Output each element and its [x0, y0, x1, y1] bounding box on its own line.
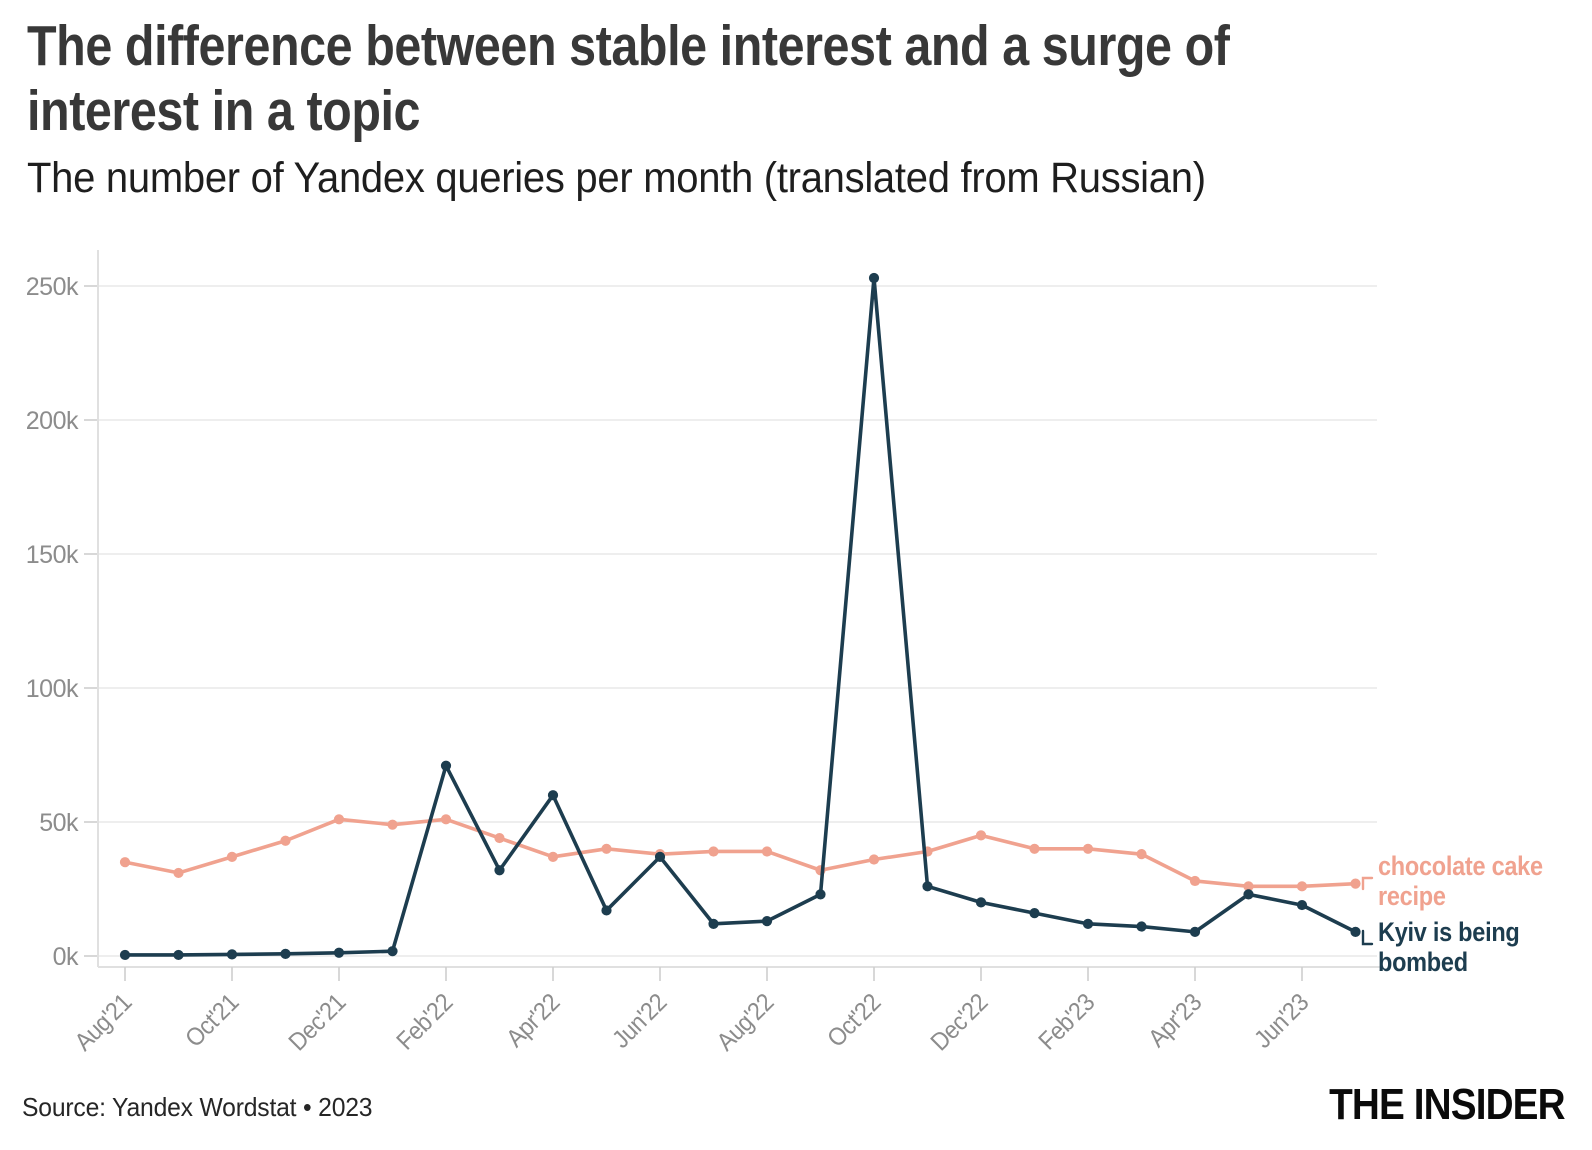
x-axis-label: Dec'21	[283, 988, 351, 1056]
y-axis-label: 0k	[53, 943, 79, 971]
y-axis-label: 150k	[26, 541, 79, 569]
page-title-line-1: The difference between stable interest a…	[27, 14, 1230, 78]
page-title: The difference between stable interest a…	[27, 14, 1230, 144]
data-point-kyiv-is-being-bombed	[1243, 889, 1254, 900]
legend-cake-line-1: chocolate cake	[1378, 851, 1543, 881]
data-point-chocolate-cake-recipe	[1189, 875, 1201, 887]
x-axis-label: Dec'22	[925, 988, 993, 1056]
data-point-kyiv-is-being-bombed	[1136, 921, 1147, 932]
data-point-chocolate-cake-recipe	[1029, 843, 1040, 854]
data-point-kyiv-is-being-bombed	[280, 948, 291, 959]
legend-kyiv-line-1: Kyiv is being	[1378, 917, 1520, 947]
x-axis-label: Aug'22	[711, 988, 779, 1056]
data-point-kyiv-is-being-bombed	[654, 851, 666, 862]
x-axis-label: Oct'21	[180, 988, 244, 1052]
y-axis-label: 50k	[39, 809, 79, 837]
data-point-kyiv-is-being-bombed	[173, 949, 184, 961]
data-point-kyiv-is-being-bombed	[868, 272, 880, 284]
legend-cake-line-2: recipe	[1378, 881, 1446, 911]
y-axis-label: 200k	[26, 407, 79, 435]
data-point-chocolate-cake-recipe	[494, 832, 505, 844]
data-point-chocolate-cake-recipe	[601, 843, 612, 854]
data-point-chocolate-cake-recipe	[280, 835, 291, 846]
data-point-kyiv-is-being-bombed	[387, 946, 398, 957]
legend-connector-cake	[1361, 876, 1374, 891]
data-point-kyiv-is-being-bombed	[975, 897, 987, 908]
page-subtitle: The number of Yandex queries per month (…	[27, 154, 1206, 202]
data-point-kyiv-is-being-bombed	[708, 918, 719, 929]
data-point-chocolate-cake-recipe	[708, 846, 719, 857]
data-point-chocolate-cake-recipe	[173, 867, 184, 879]
data-point-chocolate-cake-recipe	[1243, 881, 1254, 892]
data-point-kyiv-is-being-bombed	[494, 865, 505, 876]
x-axis-label: Oct'22	[822, 988, 886, 1052]
page-title-line-2: interest in a topic	[27, 79, 421, 143]
series-line-chocolate-cake-recipe	[123, 817, 1358, 889]
x-axis-label: Feb'22	[391, 988, 458, 1055]
data-point-kyiv-is-being-bombed	[440, 760, 452, 771]
data-point-chocolate-cake-recipe	[1136, 849, 1147, 860]
data-point-kyiv-is-being-bombed	[1082, 918, 1094, 929]
y-axis-label: 100k	[26, 675, 79, 703]
data-point-kyiv-is-being-bombed	[1189, 926, 1201, 937]
data-point-kyiv-is-being-bombed	[119, 949, 131, 961]
data-point-chocolate-cake-recipe	[1296, 881, 1308, 892]
data-point-chocolate-cake-recipe	[1350, 878, 1361, 889]
data-point-kyiv-is-being-bombed	[1350, 926, 1361, 937]
data-point-kyiv-is-being-bombed	[333, 947, 345, 958]
data-point-chocolate-cake-recipe	[333, 814, 345, 825]
legend-label-cake: chocolate cake recipe	[1378, 851, 1543, 911]
data-point-kyiv-is-being-bombed	[226, 949, 238, 960]
data-point-kyiv-is-being-bombed	[761, 916, 773, 927]
data-point-chocolate-cake-recipe	[440, 814, 452, 825]
data-point-chocolate-cake-recipe	[975, 830, 987, 841]
x-axis-label: Jun'23	[1249, 988, 1314, 1053]
x-axis-label: Jun'22	[607, 988, 672, 1053]
data-point-kyiv-is-being-bombed	[1296, 899, 1308, 911]
source-note: Source: Yandex Wordstat • 2023	[22, 1092, 373, 1122]
legend-label-kyiv: Kyiv is being bombed	[1378, 917, 1520, 977]
x-axis-label: Apr'22	[501, 988, 565, 1052]
legend-kyiv-line-2: bombed	[1378, 947, 1468, 977]
data-point-chocolate-cake-recipe	[1082, 843, 1094, 854]
data-point-chocolate-cake-recipe	[761, 846, 773, 857]
data-point-chocolate-cake-recipe	[387, 819, 398, 830]
data-point-chocolate-cake-recipe	[119, 857, 131, 868]
legend-connector-kyiv	[1361, 929, 1374, 946]
data-point-kyiv-is-being-bombed	[922, 881, 933, 892]
data-point-kyiv-is-being-bombed	[601, 905, 612, 916]
x-axis-label: Feb'23	[1033, 988, 1100, 1055]
series-line-kyiv-is-being-bombed	[123, 276, 1358, 957]
data-point-kyiv-is-being-bombed	[815, 889, 826, 900]
publisher-logo: THE INSIDER	[1329, 1080, 1565, 1129]
data-point-chocolate-cake-recipe	[868, 854, 880, 865]
y-axis-label: 250k	[26, 273, 79, 301]
data-point-kyiv-is-being-bombed	[1029, 908, 1040, 919]
data-point-chocolate-cake-recipe	[226, 851, 238, 862]
data-point-kyiv-is-being-bombed	[547, 790, 559, 801]
x-axis-label: Apr'23	[1143, 988, 1207, 1052]
x-axis-label: Aug'21	[69, 988, 137, 1056]
data-point-chocolate-cake-recipe	[547, 851, 559, 862]
